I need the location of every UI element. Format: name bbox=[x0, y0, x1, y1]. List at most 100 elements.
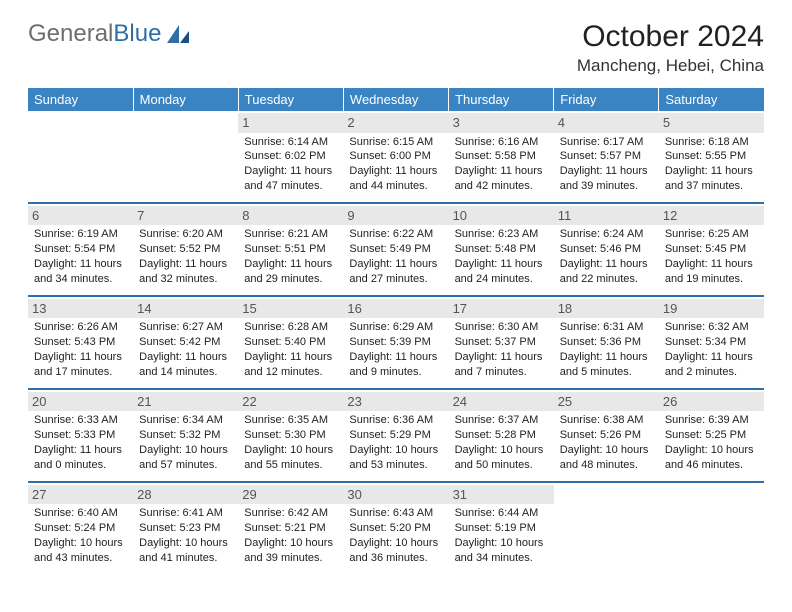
daylight-text: Daylight: 11 hours and 37 minutes. bbox=[665, 164, 758, 194]
day-header: Wednesday bbox=[343, 88, 448, 111]
day-number: 9 bbox=[343, 206, 448, 226]
calendar-cell: 24Sunrise: 6:37 AMSunset: 5:28 PMDayligh… bbox=[449, 389, 554, 482]
day-number: 25 bbox=[554, 392, 659, 412]
sunset-text: Sunset: 5:26 PM bbox=[560, 428, 653, 443]
sunrise-text: Sunrise: 6:15 AM bbox=[349, 135, 442, 150]
sunset-text: Sunset: 5:21 PM bbox=[244, 521, 337, 536]
sunrise-text: Sunrise: 6:42 AM bbox=[244, 506, 337, 521]
day-number: 20 bbox=[28, 392, 133, 412]
day-number: 7 bbox=[133, 206, 238, 226]
sunrise-text: Sunrise: 6:29 AM bbox=[349, 320, 442, 335]
calendar-cell: 31Sunrise: 6:44 AMSunset: 5:19 PMDayligh… bbox=[449, 482, 554, 574]
daylight-text: Daylight: 10 hours and 46 minutes. bbox=[665, 443, 758, 473]
sunrise-text: Sunrise: 6:43 AM bbox=[349, 506, 442, 521]
calendar-cell: 30Sunrise: 6:43 AMSunset: 5:20 PMDayligh… bbox=[343, 482, 448, 574]
sunset-text: Sunset: 5:32 PM bbox=[139, 428, 232, 443]
sunset-text: Sunset: 5:45 PM bbox=[665, 242, 758, 257]
day-number: 21 bbox=[133, 392, 238, 412]
day-number: 18 bbox=[554, 299, 659, 319]
calendar-row: 6Sunrise: 6:19 AMSunset: 5:54 PMDaylight… bbox=[28, 203, 764, 296]
sunset-text: Sunset: 5:33 PM bbox=[34, 428, 127, 443]
sunset-text: Sunset: 5:25 PM bbox=[665, 428, 758, 443]
sail-icon bbox=[165, 23, 191, 45]
sunrise-text: Sunrise: 6:40 AM bbox=[34, 506, 127, 521]
calendar-cell bbox=[28, 111, 133, 203]
day-number: 28 bbox=[133, 485, 238, 505]
day-number: 16 bbox=[343, 299, 448, 319]
sunset-text: Sunset: 5:28 PM bbox=[455, 428, 548, 443]
daylight-text: Daylight: 11 hours and 9 minutes. bbox=[349, 350, 442, 380]
sunrise-text: Sunrise: 6:30 AM bbox=[455, 320, 548, 335]
sunset-text: Sunset: 6:02 PM bbox=[244, 149, 337, 164]
daylight-text: Daylight: 10 hours and 57 minutes. bbox=[139, 443, 232, 473]
sunrise-text: Sunrise: 6:14 AM bbox=[244, 135, 337, 150]
day-header: Tuesday bbox=[238, 88, 343, 111]
sunset-text: Sunset: 5:46 PM bbox=[560, 242, 653, 257]
calendar-cell: 8Sunrise: 6:21 AMSunset: 5:51 PMDaylight… bbox=[238, 203, 343, 296]
day-number: 8 bbox=[238, 206, 343, 226]
sunset-text: Sunset: 5:37 PM bbox=[455, 335, 548, 350]
calendar-cell: 5Sunrise: 6:18 AMSunset: 5:55 PMDaylight… bbox=[659, 111, 764, 203]
day-number: 31 bbox=[449, 485, 554, 505]
daylight-text: Daylight: 10 hours and 50 minutes. bbox=[455, 443, 548, 473]
daylight-text: Daylight: 10 hours and 34 minutes. bbox=[455, 536, 548, 566]
sunrise-text: Sunrise: 6:44 AM bbox=[455, 506, 548, 521]
sunrise-text: Sunrise: 6:18 AM bbox=[665, 135, 758, 150]
calendar-cell: 17Sunrise: 6:30 AMSunset: 5:37 PMDayligh… bbox=[449, 296, 554, 389]
sunrise-text: Sunrise: 6:25 AM bbox=[665, 227, 758, 242]
sunset-text: Sunset: 5:20 PM bbox=[349, 521, 442, 536]
sunrise-text: Sunrise: 6:16 AM bbox=[455, 135, 548, 150]
sunrise-text: Sunrise: 6:17 AM bbox=[560, 135, 653, 150]
sunrise-text: Sunrise: 6:23 AM bbox=[455, 227, 548, 242]
calendar-table: Sunday Monday Tuesday Wednesday Thursday… bbox=[28, 88, 764, 574]
logo-word2: Blue bbox=[113, 20, 161, 47]
sunset-text: Sunset: 5:43 PM bbox=[34, 335, 127, 350]
calendar-row: 27Sunrise: 6:40 AMSunset: 5:24 PMDayligh… bbox=[28, 482, 764, 574]
day-number: 13 bbox=[28, 299, 133, 319]
calendar-cell: 20Sunrise: 6:33 AMSunset: 5:33 PMDayligh… bbox=[28, 389, 133, 482]
sunrise-text: Sunrise: 6:34 AM bbox=[139, 413, 232, 428]
daylight-text: Daylight: 11 hours and 39 minutes. bbox=[560, 164, 653, 194]
logo: GeneralBlue bbox=[28, 20, 191, 48]
sunset-text: Sunset: 5:58 PM bbox=[455, 149, 548, 164]
sunrise-text: Sunrise: 6:37 AM bbox=[455, 413, 548, 428]
daylight-text: Daylight: 11 hours and 34 minutes. bbox=[34, 257, 127, 287]
day-number: 26 bbox=[659, 392, 764, 412]
logo-text: GeneralBlue bbox=[28, 20, 161, 48]
sunset-text: Sunset: 5:40 PM bbox=[244, 335, 337, 350]
sunrise-text: Sunrise: 6:19 AM bbox=[34, 227, 127, 242]
daylight-text: Daylight: 10 hours and 43 minutes. bbox=[34, 536, 127, 566]
sunrise-text: Sunrise: 6:39 AM bbox=[665, 413, 758, 428]
calendar-cell: 27Sunrise: 6:40 AMSunset: 5:24 PMDayligh… bbox=[28, 482, 133, 574]
day-header: Monday bbox=[133, 88, 238, 111]
daylight-text: Daylight: 11 hours and 22 minutes. bbox=[560, 257, 653, 287]
day-number: 6 bbox=[28, 206, 133, 226]
header: GeneralBlue October 2024 Mancheng, Hebei… bbox=[28, 20, 764, 76]
day-number: 12 bbox=[659, 206, 764, 226]
daylight-text: Daylight: 11 hours and 19 minutes. bbox=[665, 257, 758, 287]
day-number: 3 bbox=[449, 113, 554, 133]
calendar-cell: 18Sunrise: 6:31 AMSunset: 5:36 PMDayligh… bbox=[554, 296, 659, 389]
sunrise-text: Sunrise: 6:32 AM bbox=[665, 320, 758, 335]
sunset-text: Sunset: 5:34 PM bbox=[665, 335, 758, 350]
calendar-cell: 15Sunrise: 6:28 AMSunset: 5:40 PMDayligh… bbox=[238, 296, 343, 389]
sunset-text: Sunset: 5:23 PM bbox=[139, 521, 232, 536]
calendar-cell: 23Sunrise: 6:36 AMSunset: 5:29 PMDayligh… bbox=[343, 389, 448, 482]
page-title: October 2024 bbox=[577, 20, 764, 54]
sunset-text: Sunset: 5:29 PM bbox=[349, 428, 442, 443]
day-number: 22 bbox=[238, 392, 343, 412]
daylight-text: Daylight: 11 hours and 27 minutes. bbox=[349, 257, 442, 287]
sunrise-text: Sunrise: 6:21 AM bbox=[244, 227, 337, 242]
sunrise-text: Sunrise: 6:24 AM bbox=[560, 227, 653, 242]
calendar-cell: 11Sunrise: 6:24 AMSunset: 5:46 PMDayligh… bbox=[554, 203, 659, 296]
sunrise-text: Sunrise: 6:26 AM bbox=[34, 320, 127, 335]
page: GeneralBlue October 2024 Mancheng, Hebei… bbox=[0, 0, 792, 594]
day-number: 11 bbox=[554, 206, 659, 226]
calendar-cell: 9Sunrise: 6:22 AMSunset: 5:49 PMDaylight… bbox=[343, 203, 448, 296]
daylight-text: Daylight: 10 hours and 39 minutes. bbox=[244, 536, 337, 566]
sunset-text: Sunset: 5:24 PM bbox=[34, 521, 127, 536]
calendar-cell: 29Sunrise: 6:42 AMSunset: 5:21 PMDayligh… bbox=[238, 482, 343, 574]
day-number: 10 bbox=[449, 206, 554, 226]
calendar-cell: 1Sunrise: 6:14 AMSunset: 6:02 PMDaylight… bbox=[238, 111, 343, 203]
day-number: 30 bbox=[343, 485, 448, 505]
